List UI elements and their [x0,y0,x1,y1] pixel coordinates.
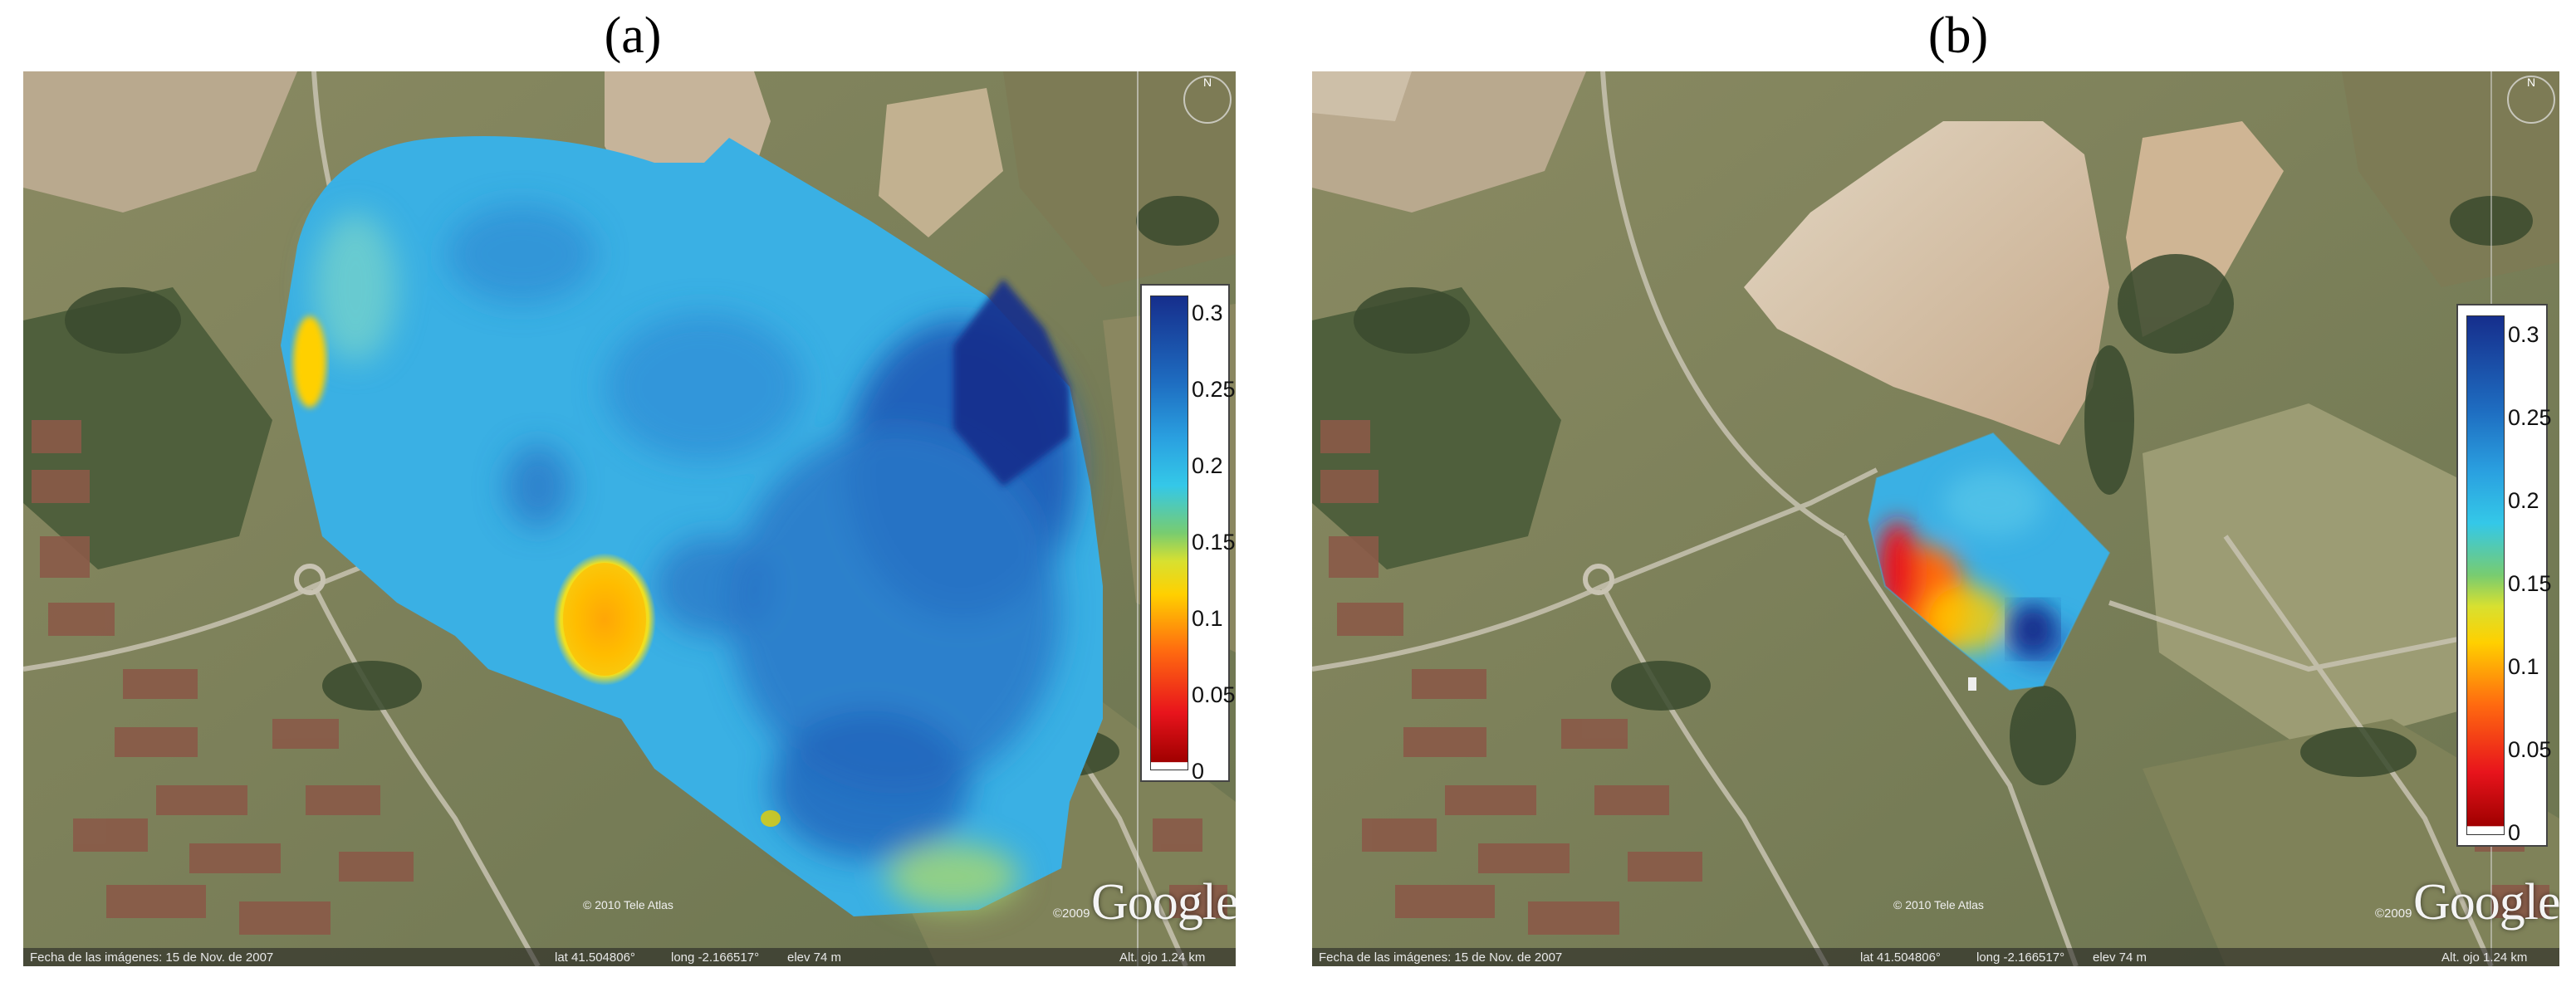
elevation-readout: elev 74 m [2093,950,2147,965]
status-bar-a: Fecha de las imágenes: 15 de Nov. de 200… [23,948,1236,966]
satellite-basemap-b [1312,71,2559,966]
google-year: ©2009 [2375,906,2412,921]
colorbar-tick: 0.05 [2508,737,2552,762]
google-year: ©2009 [1053,906,1090,921]
google-logo: Google [2413,874,2559,931]
colorbar-a: 0.3 0.25 0.2 0.15 0.1 0.05 0 [1140,284,1236,784]
status-bar-b: Fecha de las imágenes: 15 de Nov. de 200… [1312,948,2559,966]
colorbar-b: 0.3 0.25 0.2 0.15 0.1 0.05 0 [2456,304,2552,847]
latitude-readout: lat 41.504806° [555,950,635,965]
colorbar-tick: 0.15 [2508,571,2552,596]
colorbar-tick: 0.15 [1192,530,1236,555]
panel-b-label: (b) [1927,7,1989,64]
colorbar-tick: 0.1 [1192,606,1223,631]
eye-altitude-readout: Alt. ojo 1.24 km [2441,950,2528,965]
colorbar-tick: 0 [1192,759,1205,784]
svg-text:N: N [1203,76,1212,89]
colorbar-tick: 0 [2508,820,2521,845]
north-compass-icon[interactable]: N [1181,73,1234,126]
colorbar-tick: 0.05 [1192,682,1236,707]
moisture-overlay-a [281,136,1103,916]
colorbar-tick: 0.25 [2508,405,2552,430]
latitude-readout: lat 41.504806° [1860,950,1941,965]
colorbar-gradient [2466,315,2505,835]
colorbar-gradient [1150,296,1188,770]
colorbar-tick: 0.25 [1192,377,1236,402]
colorbar-tick: 0.1 [2508,654,2539,679]
google-logo: Google [1091,874,1236,931]
longitude-readout: long -2.166517° [1976,950,2065,965]
colorbar-tick: 0.2 [1192,453,1223,478]
teleatlas-copyright: © 2010 Tele Atlas [1893,898,1984,911]
svg-text:N: N [2527,76,2535,89]
panel-a-label: (a) [604,7,662,64]
colorbar-tick: 0.3 [2508,322,2539,347]
teleatlas-copyright: © 2010 Tele Atlas [583,898,673,911]
satellite-basemap-a [23,71,1236,966]
colorbar-tick: 0.2 [2508,488,2539,513]
image-date: Fecha de las imágenes: 15 de Nov. de 200… [30,950,274,965]
eye-altitude-readout: Alt. ojo 1.24 km [1119,950,1206,965]
longitude-readout: long -2.166517° [671,950,760,965]
map-panel-a[interactable]: N 0.3 0.25 0.2 0.15 0.1 0.05 0 © 2010 Te… [23,71,1236,966]
elevation-readout: elev 74 m [787,950,842,965]
colorbar-tick: 0.3 [1192,300,1223,325]
image-date: Fecha de las imágenes: 15 de Nov. de 200… [1319,950,1563,965]
map-panel-b[interactable]: N 0.3 0.25 0.2 0.15 0.1 0.05 0 © 2010 Te… [1312,71,2559,966]
north-compass-icon[interactable]: N [2505,73,2558,126]
